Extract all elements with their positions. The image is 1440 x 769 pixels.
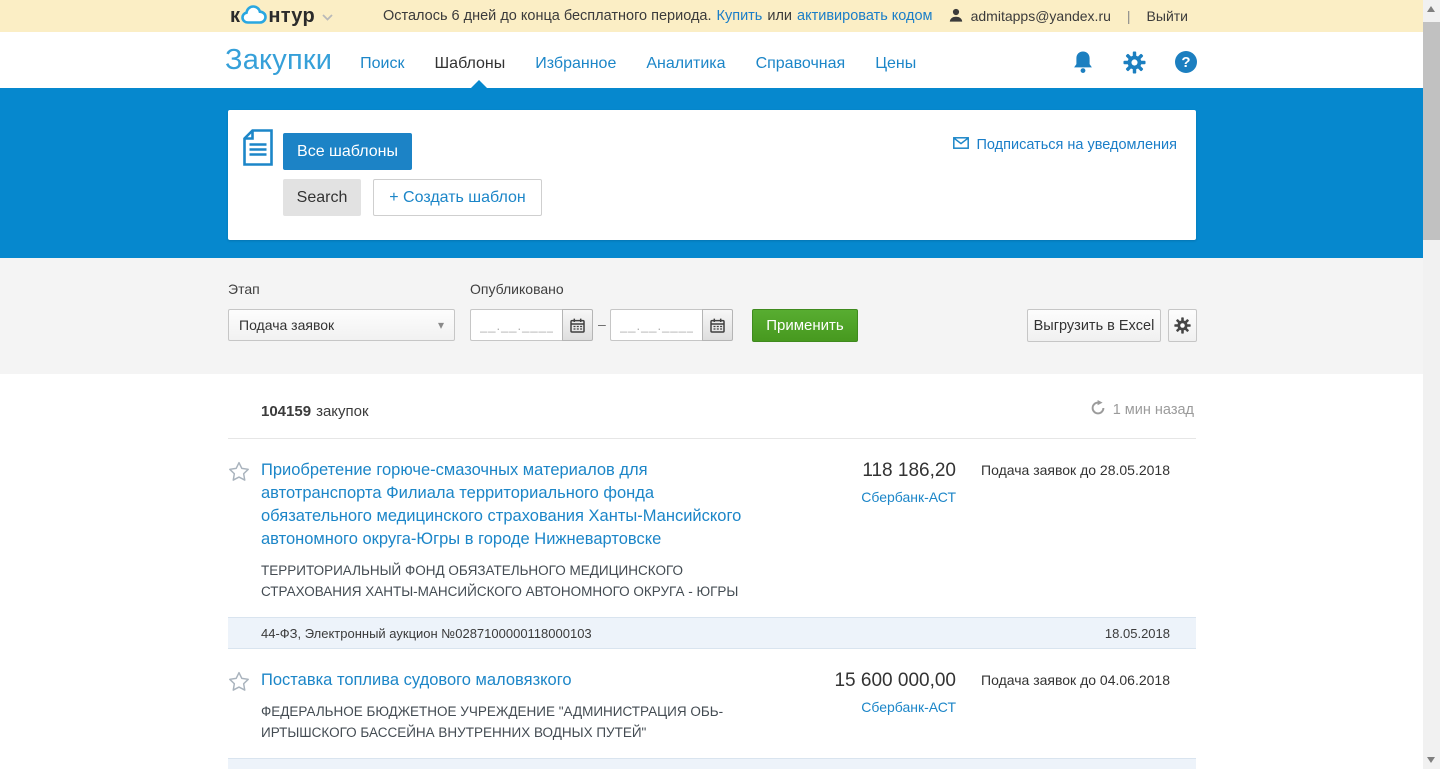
tab-izbrannoe[interactable]: Избранное <box>535 55 617 72</box>
procedure-text: 44-ФЗ, Электронный аукцион №035210001271… <box>261 767 593 769</box>
purchase-deadline: Подача заявок до 28.05.2018 <box>981 462 1170 478</box>
purchase-organization: ФЕДЕРАЛЬНОЕ БЮДЖЕТНОЕ УЧРЕЖДЕНИЕ "АДМИНИ… <box>261 704 724 740</box>
envelope-icon <box>953 137 970 153</box>
star-icon[interactable] <box>228 459 261 487</box>
trial-text: Осталось 6 дней до конца бесплатного пер… <box>382 8 712 24</box>
purchase-meta-row: 44-ФЗ, Электронный аукцион №028710000011… <box>228 617 1196 649</box>
document-icon <box>243 129 273 171</box>
star-icon[interactable] <box>228 669 261 697</box>
tab-spravochnaya[interactable]: Справочная <box>755 55 846 72</box>
refresh-icon <box>1090 400 1106 420</box>
calendar-icon[interactable] <box>562 309 593 341</box>
date-from-input[interactable] <box>470 309 562 341</box>
export-excel-button[interactable]: Выгрузить в Excel <box>1027 309 1161 342</box>
logo-text-rest: нтур <box>268 4 315 27</box>
purchase-list-item: Приобретение горюче-смазочных материалов… <box>228 439 1196 602</box>
templates-header-band: Все шаблоны Search + Создать шаблон Подп… <box>0 88 1423 258</box>
all-templates-button[interactable]: Все шаблоны <box>283 133 412 170</box>
scrollbar-thumb[interactable] <box>1423 22 1440 240</box>
date-to-group <box>610 309 733 341</box>
purchase-title-link[interactable]: Поставка топлива судового маловязкого <box>261 671 572 689</box>
export-settings-gear-icon[interactable] <box>1168 309 1197 342</box>
product-title[interactable]: Закупки <box>225 43 333 76</box>
subscribe-link[interactable]: Подписаться на уведомления <box>953 137 1177 153</box>
results-count: 104159 закупок <box>261 403 369 420</box>
purchase-list-item: Поставка топлива судового маловязкого ФЕ… <box>228 649 1196 743</box>
published-label: Опубликовано <box>470 281 564 297</box>
help-icon[interactable]: ? <box>1175 51 1197 73</box>
trial-message: Осталось 6 дней до конца бесплатного пер… <box>383 8 933 24</box>
filters-bar: Этап Подача заявок ▾ Опубликовано – Прим… <box>0 258 1423 374</box>
user-zone: admitapps@yandex.ru | Выйти <box>949 8 1403 25</box>
subscribe-link-text: Подписаться на уведомления <box>976 137 1177 153</box>
purchase-organization: ТЕРРИТОРИАЛЬНЫЙ ФОНД ОБЯЗАТЕЛЬНОГО МЕДИЦ… <box>261 563 739 599</box>
nav-tabs: Поиск Шаблоны Избранное Аналитика Справо… <box>360 55 916 73</box>
platform-link[interactable]: Сбербанк-АСТ <box>861 699 956 715</box>
divider: | <box>1126 8 1131 24</box>
refresh-time-text: 1 мин назад <box>1112 402 1194 418</box>
chevron-down-icon: ▾ <box>437 318 444 332</box>
stage-label: Этап <box>228 281 260 297</box>
product-navbar: Закупки Поиск Шаблоны Избранное Аналитик… <box>0 32 1423 89</box>
buy-link[interactable]: Купить <box>716 8 763 24</box>
user-email[interactable]: admitapps@yandex.ru <box>970 8 1111 24</box>
activate-code-link[interactable]: активировать кодом <box>797 8 933 24</box>
create-template-button[interactable]: + Создать шаблон <box>373 179 542 216</box>
logout-button[interactable]: Выйти <box>1146 8 1188 24</box>
nav-icons: ? <box>1072 50 1423 74</box>
active-tab-pointer <box>470 79 488 89</box>
item-price-block: 118 186,20 Сбербанк-АСТ <box>766 459 956 505</box>
templates-card: Все шаблоны Search + Создать шаблон Подп… <box>228 110 1196 240</box>
purchase-price: 15 600 000,00 <box>834 670 956 691</box>
results-count-row: 104159 закупок 1 мин назад <box>228 374 1196 439</box>
calendar-icon[interactable] <box>702 309 733 341</box>
template-search-button[interactable]: Search <box>283 179 361 216</box>
kontur-logo[interactable]: к нтур <box>230 5 333 28</box>
item-price-block: 15 600 000,00 Сбербанк-АСТ <box>766 669 956 715</box>
tab-shablony[interactable]: Шаблоны <box>434 55 506 72</box>
date-range-dash: – <box>598 316 606 332</box>
tab-poisk[interactable]: Поиск <box>360 55 405 72</box>
procedure-text: 44-ФЗ, Электронный аукцион №028710000011… <box>261 625 592 641</box>
stage-select-value: Подача заявок <box>239 317 335 333</box>
scroll-up-arrow[interactable] <box>1427 6 1435 12</box>
cloud-icon <box>241 5 268 27</box>
gear-icon[interactable] <box>1123 50 1146 74</box>
date-to-input[interactable] <box>610 309 702 341</box>
results-count-number: 104159 <box>261 403 312 420</box>
purchase-price: 118 186,20 <box>862 460 956 481</box>
tab-analitika[interactable]: Аналитика <box>646 55 726 72</box>
date-from-group <box>470 309 593 341</box>
platform-link[interactable]: Сбербанк-АСТ <box>861 489 956 505</box>
trial-topbar: к нтур Осталось 6 дней до конца бесплатн… <box>0 0 1423 32</box>
published-date: 18.05.2018 <box>1105 767 1170 769</box>
or-text: или <box>767 8 793 24</box>
results-count-label: закупок <box>316 403 369 420</box>
stage-select[interactable]: Подача заявок ▾ <box>228 309 455 341</box>
vertical-scrollbar[interactable] <box>1423 0 1440 769</box>
purchase-title-link[interactable]: Приобретение горюче-смазочных материалов… <box>261 461 742 548</box>
purchase-deadline: Подача заявок до 04.06.2018 <box>981 672 1170 688</box>
apply-button[interactable]: Применить <box>752 309 858 342</box>
user-icon <box>949 8 963 25</box>
item-main: Приобретение горюче-смазочных материалов… <box>261 459 766 602</box>
chevron-down-icon <box>322 8 333 24</box>
results-section: 104159 закупок 1 мин назад Приобретение г… <box>0 374 1423 769</box>
published-date: 18.05.2018 <box>1104 625 1170 641</box>
logo-text-k: к <box>230 4 241 27</box>
refresh-status[interactable]: 1 мин назад <box>1090 400 1194 420</box>
purchase-meta-row: 44-ФЗ, Электронный аукцион №035210001271… <box>228 758 1196 769</box>
item-main: Поставка топлива судового маловязкого ФЕ… <box>261 669 766 743</box>
tab-tseny[interactable]: Цены <box>875 55 917 72</box>
scroll-down-arrow[interactable] <box>1427 757 1435 763</box>
bell-icon[interactable] <box>1072 50 1094 74</box>
